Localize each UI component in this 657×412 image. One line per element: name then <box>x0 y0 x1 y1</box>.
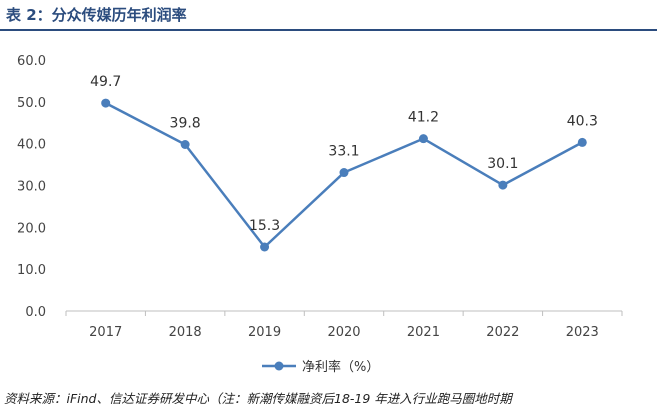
x-tick-label: 2020 <box>327 325 360 340</box>
x-tick-label: 2023 <box>566 325 599 340</box>
data-point <box>577 137 587 147</box>
legend: 净利率（%） <box>262 359 379 375</box>
data-label: 33.1 <box>328 144 359 160</box>
data-point <box>180 140 190 150</box>
page-title: 表 2：分众传媒历年利润率 <box>6 6 187 24</box>
x-tick-label: 2018 <box>169 325 202 340</box>
data-label: 49.7 <box>90 74 121 90</box>
x-tick-label: 2021 <box>407 325 440 340</box>
data-point <box>498 180 508 190</box>
line-chart: 0.0 10.0 20.0 30.0 40.0 50.0 60.0 2017 2018 2019… <box>17 54 623 375</box>
title-divider <box>0 29 657 31</box>
y-tick-label: 50.0 <box>17 96 46 111</box>
legend-label: 净利率（%） <box>302 359 379 375</box>
y-tick-label: 60.0 <box>17 54 46 69</box>
data-point <box>339 168 349 178</box>
y-tick-label: 20.0 <box>17 221 46 236</box>
y-tick-label: 10.0 <box>17 263 46 278</box>
y-tick-label: 30.0 <box>17 180 46 195</box>
data-label: 30.1 <box>487 156 518 172</box>
data-point <box>260 242 270 252</box>
data-point <box>101 98 111 108</box>
y-axis-ticks: 0.0 10.0 20.0 30.0 40.0 50.0 60.0 <box>17 54 46 320</box>
x-tick-label: 2019 <box>248 325 281 340</box>
x-tick-label: 2017 <box>89 325 122 340</box>
data-label: 40.3 <box>567 113 598 129</box>
data-labels: 49.7 39.8 15.3 33.1 41.2 30.1 40.3 <box>90 74 598 234</box>
y-tick-label: 0.0 <box>25 305 46 320</box>
x-axis-ticks: 2017 2018 2019 2020 2021 2022 2023 <box>65 311 623 340</box>
data-label: 39.8 <box>170 116 201 132</box>
y-tick-label: 40.0 <box>17 138 46 153</box>
data-points <box>101 98 587 252</box>
data-point <box>418 134 428 144</box>
x-tick-label: 2022 <box>486 325 519 340</box>
data-label: 15.3 <box>249 218 280 234</box>
source-note: 资料来源：iFind、信达证券研发中心（注：新潮传媒融资后18-19 年进入行业… <box>4 391 512 406</box>
data-label: 41.2 <box>408 110 439 126</box>
legend-marker <box>274 361 284 371</box>
